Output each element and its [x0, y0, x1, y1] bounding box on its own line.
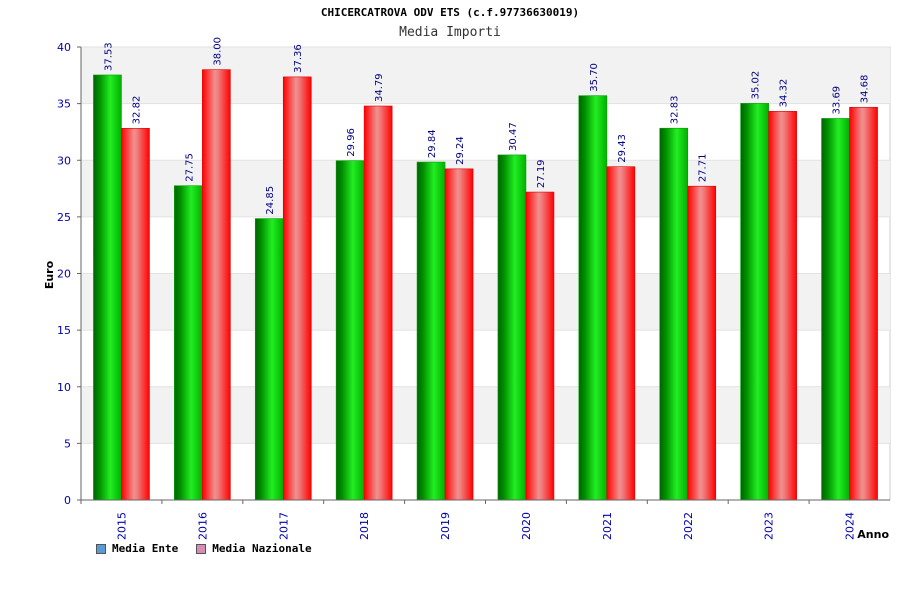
y-tick-label: 30: [57, 154, 71, 167]
bar-media-ente: [659, 127, 689, 501]
data-label: 32.82: [131, 96, 142, 125]
bar-media-nazionale: [444, 168, 474, 501]
x-tick-label: 2024: [844, 512, 857, 540]
data-label: 29.24: [455, 136, 466, 165]
x-tick-label: 2020: [520, 512, 533, 540]
bar-media-ente: [335, 160, 365, 501]
legend-item-media-nazionale: Media Nazionale: [196, 542, 312, 555]
bar-media-nazionale: [282, 76, 312, 501]
bar-media-ente: [174, 185, 203, 501]
bar-media-nazionale: [687, 185, 717, 501]
x-tick-label: 2023: [763, 512, 776, 540]
data-label: 34.32: [779, 79, 790, 108]
data-label: 29.43: [617, 134, 628, 163]
legend-label-media-ente: Media Ente: [112, 542, 179, 555]
chart-title: CHICERCATROVA ODV ETS (c.f.97736630019): [320, 6, 580, 19]
x-axis-title: Anno: [857, 528, 889, 541]
y-tick-label: 35: [57, 98, 71, 111]
bar-media-ente: [740, 103, 769, 501]
data-label: 27.19: [536, 159, 547, 188]
data-label: 33.69: [832, 86, 843, 115]
data-label: 34.79: [374, 73, 385, 102]
legend-swatch-media-ente: [96, 543, 106, 554]
bar-media-nazionale: [525, 191, 555, 501]
legend: Media Ente Media Nazionale: [96, 542, 312, 555]
bar-media-ente: [578, 95, 608, 501]
bar-media-ente: [497, 154, 527, 501]
bar-media-ente: [821, 118, 850, 501]
bar-media-ente: [93, 74, 122, 501]
data-label: 37.36: [293, 44, 304, 73]
data-label: 34.68: [860, 75, 871, 104]
data-label: 35.70: [589, 63, 600, 92]
x-tick-label: 2018: [358, 512, 371, 540]
y-tick-label: 0: [64, 494, 71, 507]
chart-subtitle: Media Importi: [399, 25, 501, 40]
data-label: 38.00: [212, 37, 223, 66]
x-tick-label: 2019: [439, 512, 452, 540]
x-tick-label: 2021: [601, 512, 614, 540]
data-label: 29.84: [427, 129, 438, 158]
data-label: 35.02: [751, 71, 762, 100]
data-label: 37.53: [103, 42, 114, 71]
bar-media-ente: [254, 218, 284, 501]
bar-media-nazionale: [202, 69, 231, 501]
x-tick-label: 2016: [196, 512, 209, 540]
y-tick-label: 25: [57, 211, 71, 224]
y-axis-title: Euro: [43, 260, 56, 289]
data-label: 32.83: [670, 96, 681, 125]
bar-media-ente: [416, 161, 446, 501]
data-label: 27.75: [184, 153, 195, 182]
y-tick-label: 20: [57, 268, 71, 281]
bar-media-nazionale: [606, 166, 636, 501]
data-label: 29.96: [346, 128, 357, 157]
x-tick-label: 2015: [115, 512, 128, 540]
data-label: 27.71: [698, 154, 709, 183]
data-label: 24.85: [265, 186, 276, 215]
bar-media-nazionale: [121, 128, 150, 501]
bar-media-nazionale: [768, 111, 797, 501]
legend-item-media-ente: Media Ente: [96, 542, 178, 555]
bar-media-nazionale: [363, 105, 393, 501]
data-label: 30.47: [508, 122, 519, 151]
y-tick-label: 15: [57, 324, 71, 337]
y-tick-label: 10: [57, 381, 71, 394]
x-tick-label: 2017: [277, 512, 290, 540]
y-tick-label: 40: [57, 41, 71, 54]
bar-media-nazionale: [849, 106, 878, 501]
legend-label-media-nazionale: Media Nazionale: [212, 542, 312, 555]
x-tick-label: 2022: [682, 512, 695, 540]
y-tick-label: 5: [64, 437, 71, 450]
legend-swatch-media-nazionale: [196, 543, 207, 554]
